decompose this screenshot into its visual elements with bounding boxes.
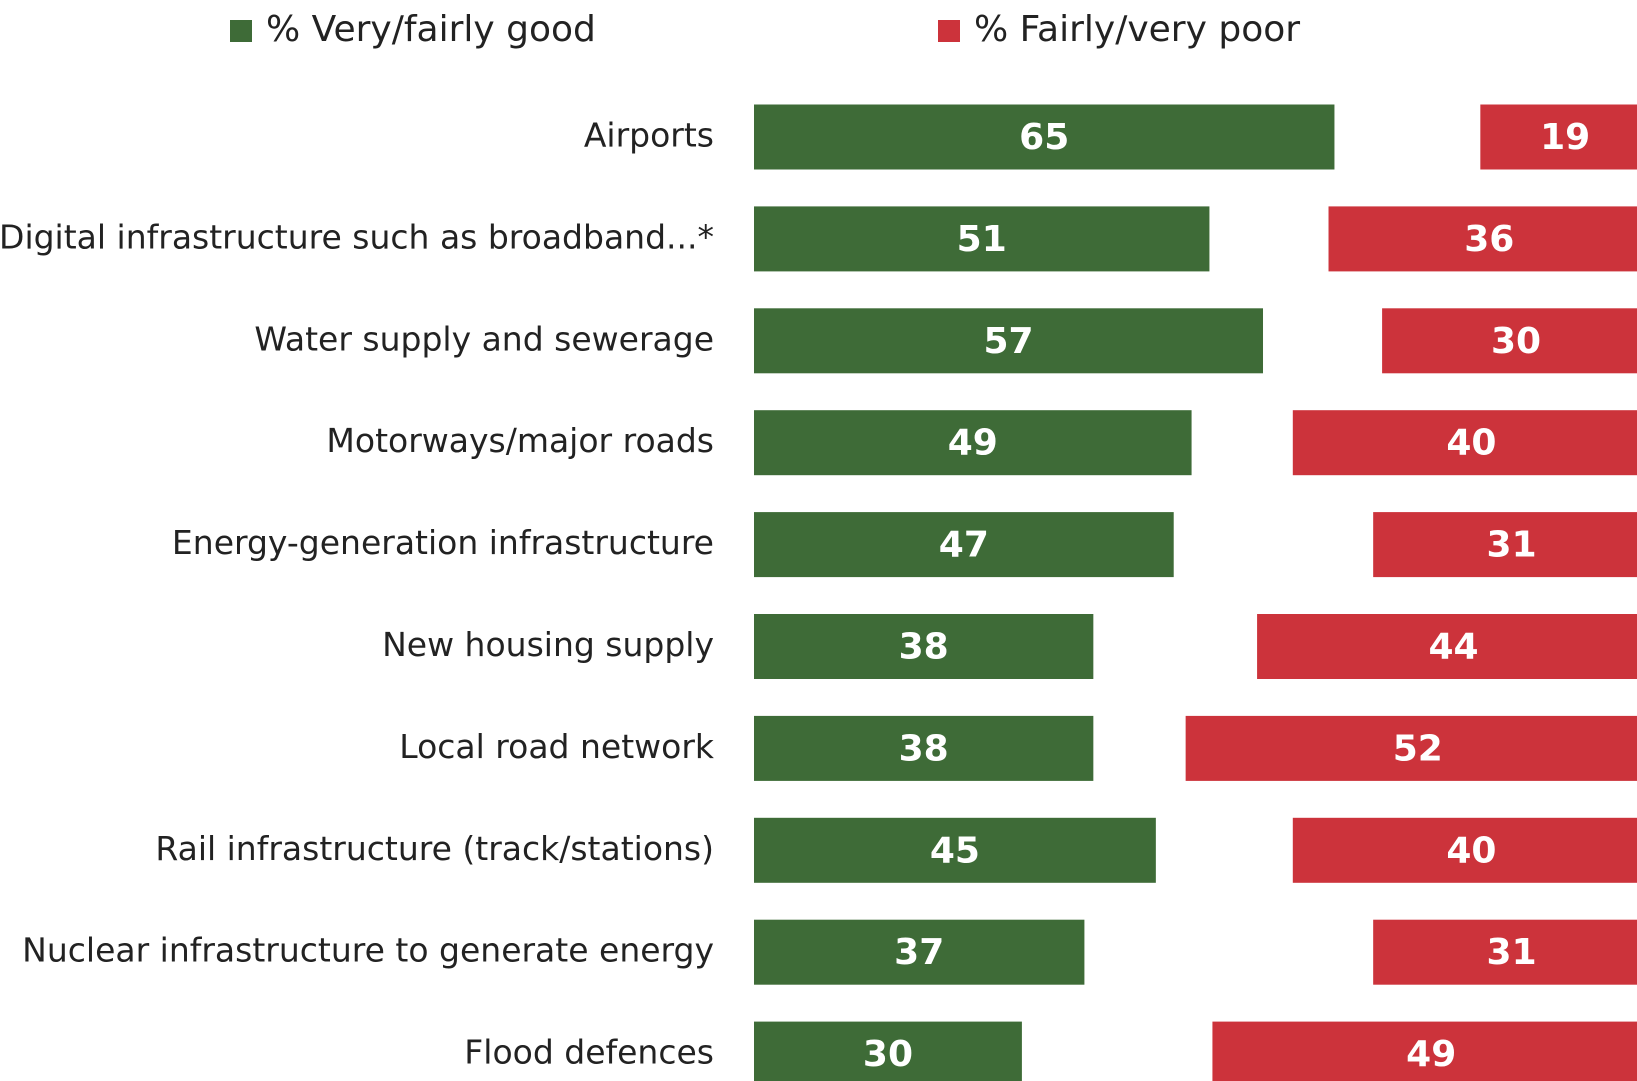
bar: [754, 104, 1335, 170]
value-label: 31: [1487, 932, 1537, 973]
bar: [754, 817, 1156, 883]
category-label: Rail infrastructure (track/stations): [155, 829, 714, 868]
value-label: 65: [1019, 117, 1069, 158]
category-label: Flood defences: [464, 1033, 714, 1072]
value-label: 36: [1464, 219, 1514, 260]
value-label: 47: [939, 525, 989, 566]
category-label: Local road network: [399, 727, 715, 766]
category-label: Digital infrastructure such as broadband…: [0, 217, 714, 256]
bar: [1212, 1021, 1637, 1081]
category-label: Water supply and sewerage: [254, 319, 714, 358]
bar: [1373, 919, 1637, 985]
value-label: 49: [948, 423, 998, 464]
bar: [754, 614, 1094, 679]
bar: [1373, 512, 1637, 578]
bar: [1382, 308, 1637, 374]
legend-label: % Very/fairly good: [266, 9, 596, 50]
value-label: 44: [1428, 627, 1478, 668]
bar: [754, 1021, 1022, 1081]
bar: [754, 308, 1264, 374]
legend-label: % Fairly/very poor: [974, 9, 1300, 50]
bar: [1292, 817, 1637, 883]
category-label: Motorways/major roads: [326, 421, 714, 460]
value-label: 52: [1393, 728, 1443, 769]
value-label: 40: [1446, 423, 1496, 464]
category-label: Nuclear infrastructure to generate energ…: [22, 931, 714, 970]
value-label: 37: [894, 932, 944, 973]
bar: [1292, 410, 1637, 476]
bar: [1480, 104, 1637, 170]
bar: [1185, 715, 1637, 781]
value-label: 40: [1446, 830, 1496, 871]
value-label: 57: [983, 321, 1033, 362]
category-label: New housing supply: [382, 625, 714, 664]
value-label: 19: [1540, 117, 1590, 158]
bar: [1257, 614, 1637, 679]
bar: [754, 919, 1085, 985]
category-label: Energy-generation infrastructure: [172, 523, 714, 562]
bar: [1328, 206, 1637, 272]
value-label: 30: [863, 1034, 913, 1075]
value-label: 51: [957, 219, 1007, 260]
value-label: 30: [1491, 321, 1541, 362]
value-label: 38: [899, 728, 949, 769]
value-label: 49: [1406, 1034, 1456, 1075]
value-label: 45: [930, 830, 980, 871]
value-label: 31: [1487, 525, 1537, 566]
bar: [754, 206, 1210, 272]
bar: [754, 410, 1192, 476]
legend-swatch: [230, 20, 252, 42]
legend-swatch: [938, 20, 960, 42]
value-label: 38: [899, 627, 949, 668]
category-label: Airports: [584, 116, 714, 155]
bar: [754, 715, 1094, 781]
bar: [754, 512, 1174, 578]
